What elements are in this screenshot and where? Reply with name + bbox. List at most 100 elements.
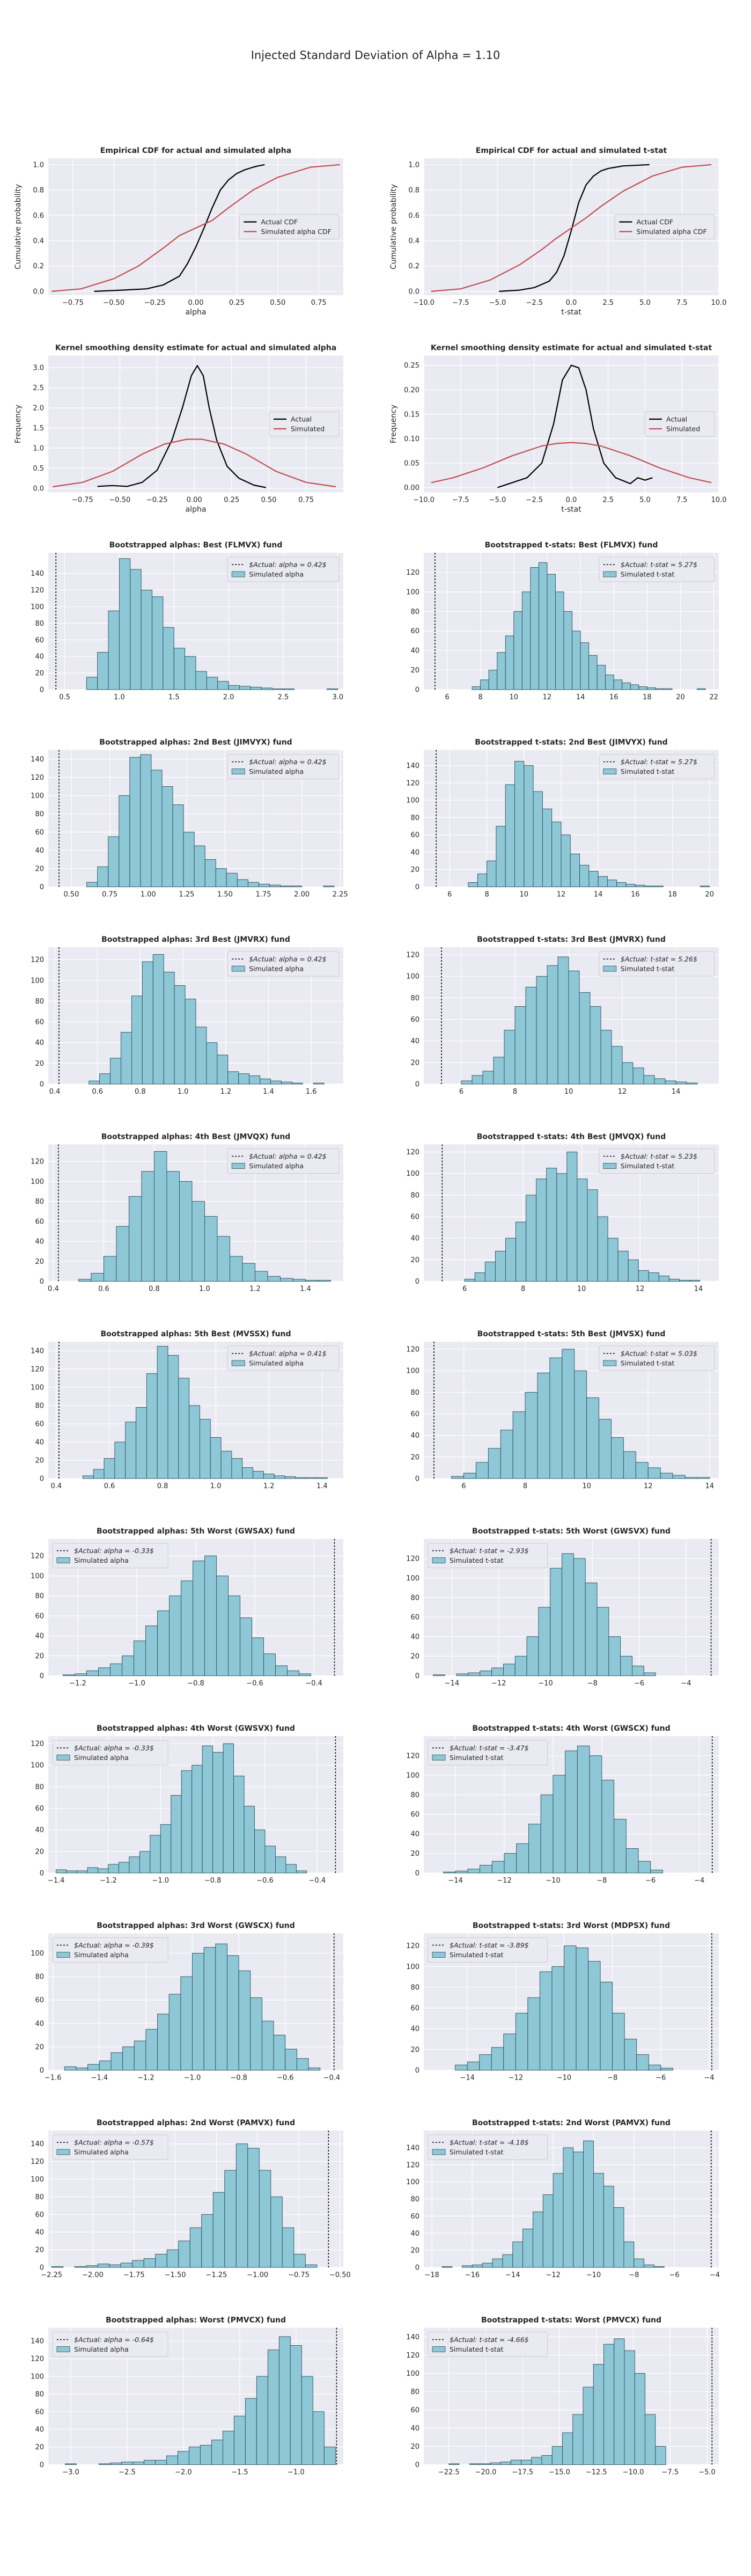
x-tick-label: −1.4: [48, 1877, 65, 1885]
y-tick-label: 100: [406, 797, 419, 805]
x-tick-label: 0.0: [566, 299, 577, 307]
legend-box: [599, 951, 715, 977]
histogram-bar: [120, 2263, 133, 2268]
legend: $Actual: alpha = -0.64$Simulated alpha: [52, 2332, 168, 2357]
y-tick-label: 80: [35, 1783, 44, 1791]
histogram-bar: [291, 885, 303, 887]
histogram-bar: [108, 610, 120, 690]
x-tick-label: 20: [705, 891, 714, 899]
x-tick-label: −4: [694, 1877, 704, 1885]
chart-title: Bootstrapped alphas: 3rd Worst (GWSCX) f…: [97, 1922, 295, 1930]
histogram-bar: [467, 1869, 480, 1874]
histogram-bar: [230, 1256, 243, 1282]
y-tick-label: 120: [31, 1740, 44, 1748]
histogram-bar: [468, 882, 478, 887]
histogram-bar: [500, 1430, 513, 1479]
chart-title: Bootstrapped t-stats: Best (FLMVX) fund: [485, 541, 658, 550]
chart-title: Empirical CDF for actual and simulated a…: [100, 147, 291, 155]
x-tick-label: −12: [546, 2271, 560, 2279]
histogram-bar: [607, 1238, 619, 1282]
y-tick-label: 80: [35, 1198, 44, 1206]
x-tick-label: −6: [645, 1877, 656, 1885]
histogram-bar: [514, 761, 525, 887]
legend-label: $Actual: t-stat = 5.27$: [621, 561, 697, 569]
histogram-bar: [546, 1168, 557, 1282]
y-tick-label: 20: [35, 1258, 44, 1266]
histogram-bar: [593, 2173, 604, 2268]
legend-box: [428, 1543, 548, 1568]
legend-label: Actual CDF: [261, 218, 298, 226]
y-tick-label: 40: [410, 1037, 419, 1045]
x-tick-label: −12: [509, 2074, 523, 2082]
y-tick-label: 120: [31, 587, 44, 595]
y-tick-label: 140: [31, 1348, 44, 1356]
histogram-bar: [531, 2457, 542, 2465]
x-tick-label: −1.5: [231, 2469, 248, 2477]
histogram-bar: [668, 1279, 680, 1282]
legend: $Actual: alpha = 0.42$Simulated alpha: [227, 557, 340, 582]
histogram-bar: [623, 2241, 635, 2268]
chart-title: Bootstrapped t-stats: 3rd Best (JMVRX) f…: [477, 935, 666, 944]
x-tick-label: 10: [577, 1285, 586, 1293]
histogram-bar: [250, 686, 262, 690]
histogram-bar: [538, 562, 548, 690]
histogram-bar: [269, 884, 281, 887]
histogram-bar: [491, 1861, 505, 1874]
chart-title: Bootstrapped alphas: Worst (PMVCX) fund: [106, 2316, 286, 2325]
x-tick-label: −1.25: [205, 2271, 227, 2279]
histogram-bar: [503, 2033, 516, 2070]
histogram-bar: [172, 804, 184, 887]
x-tick-label: −14: [445, 1680, 459, 1688]
y-tick-label: 120: [406, 779, 419, 787]
y-tick-label: 0.0: [408, 288, 419, 296]
histogram-bar: [275, 1665, 288, 1676]
legend-box: [52, 1543, 168, 1568]
histogram-bar: [169, 1596, 181, 1676]
x-tick-label: −10.0: [623, 2469, 644, 2477]
y-tick-label: 100: [31, 603, 44, 611]
histogram-bar: [142, 961, 153, 1085]
histogram-bar: [547, 574, 556, 690]
legend-label: $Actual: alpha = -0.39$: [74, 1941, 154, 1949]
legend-label: Simulated: [291, 425, 325, 433]
x-tick-label: −20.0: [475, 2469, 497, 2477]
histogram-bar: [64, 2066, 77, 2070]
x-tick-label: 1.75: [256, 891, 271, 899]
legend-patch-swatch: [603, 769, 617, 774]
histogram-bar: [512, 2241, 524, 2268]
y-tick-label: 0.20: [404, 386, 419, 394]
histogram-bar: [524, 765, 534, 887]
histogram-bar: [308, 2067, 321, 2070]
histogram-bar: [576, 1948, 589, 2070]
y-tick-label: 20: [410, 2443, 419, 2451]
histogram-bar: [235, 2143, 248, 2268]
y-tick-label: 0: [415, 2067, 419, 2075]
x-tick-label: −10.0: [413, 496, 435, 504]
legend: $Actual: alpha = -0.33$Simulated alpha: [52, 1543, 168, 1568]
histogram-bar: [291, 1082, 303, 1085]
histogram-bar: [655, 688, 664, 690]
histogram-bar: [512, 1411, 526, 1479]
histogram-bar: [157, 2014, 170, 2070]
legend-label: $Actual: t-stat = -4.18$: [450, 2139, 529, 2147]
histogram-bar: [480, 1670, 492, 1676]
histogram-bar: [635, 884, 645, 887]
x-tick-label: 0.50: [270, 299, 285, 307]
histogram-bar: [119, 795, 130, 887]
histogram-bar: [643, 1075, 655, 1085]
x-tick-label: −0.25: [144, 299, 166, 307]
histogram-bar: [664, 688, 673, 690]
y-tick-label: 120: [31, 2355, 44, 2363]
histogram-bar: [93, 1469, 105, 1479]
x-tick-label: 0.8: [135, 1088, 146, 1096]
legend-box: [227, 1148, 340, 1174]
histogram-bar: [280, 885, 292, 887]
histogram-bar: [597, 1216, 608, 1282]
legend-patch-swatch: [231, 1360, 245, 1366]
x-tick-label: −2.00: [82, 2271, 104, 2279]
histogram-bar: [497, 652, 506, 690]
histogram-bar: [163, 627, 174, 690]
y-tick-label: 0.15: [404, 411, 419, 419]
histogram-bar: [607, 880, 617, 887]
legend-label: Simulated alpha: [249, 767, 304, 775]
